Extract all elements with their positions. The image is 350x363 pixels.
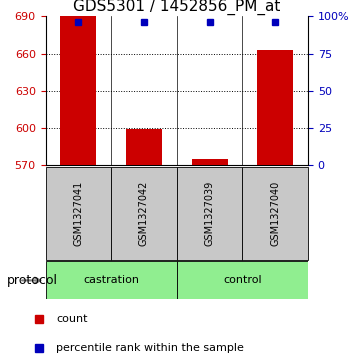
Text: GSM1327042: GSM1327042 xyxy=(139,180,149,246)
Text: protocol: protocol xyxy=(7,274,58,287)
Bar xyxy=(242,167,308,260)
Text: GSM1327039: GSM1327039 xyxy=(204,181,215,246)
Bar xyxy=(191,159,228,165)
Text: GSM1327041: GSM1327041 xyxy=(73,181,83,246)
Bar xyxy=(177,167,242,260)
Text: castration: castration xyxy=(83,276,139,285)
Text: control: control xyxy=(223,276,262,285)
Bar xyxy=(46,167,111,260)
Bar xyxy=(177,261,308,299)
Title: GDS5301 / 1452856_PM_at: GDS5301 / 1452856_PM_at xyxy=(73,0,280,15)
Text: GSM1327040: GSM1327040 xyxy=(270,181,280,246)
Bar xyxy=(46,261,177,299)
Text: count: count xyxy=(56,314,88,324)
Text: percentile rank within the sample: percentile rank within the sample xyxy=(56,343,244,353)
Bar xyxy=(111,167,177,260)
Bar xyxy=(60,16,96,165)
Bar xyxy=(126,129,162,165)
Bar xyxy=(257,50,293,165)
